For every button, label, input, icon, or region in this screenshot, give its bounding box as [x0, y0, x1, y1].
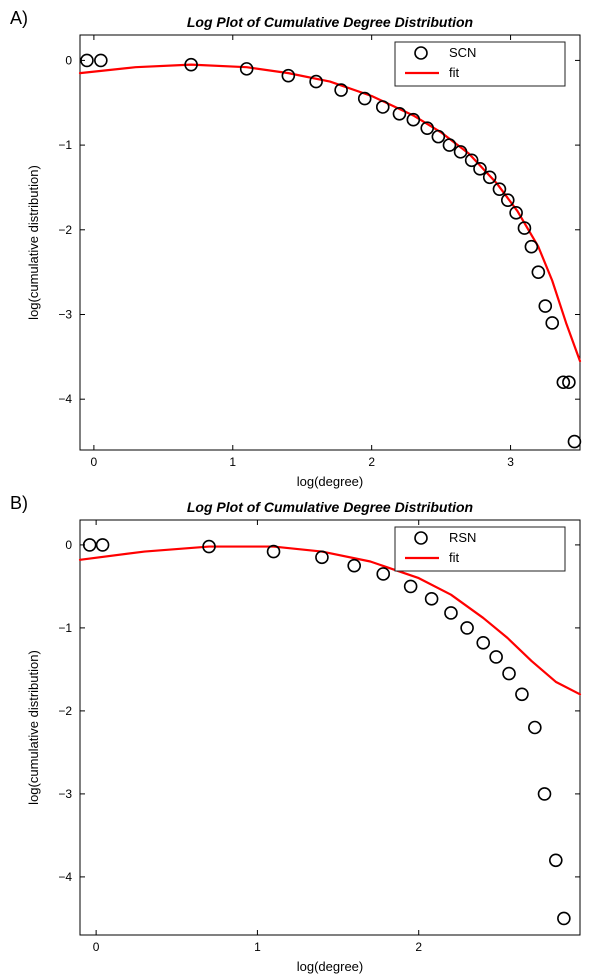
svg-text:0: 0: [93, 940, 100, 954]
svg-text:0: 0: [91, 455, 98, 469]
figure: A) 0123−4−3−2−10Log Plot of Cumulative D…: [0, 0, 603, 951]
svg-text:log(cumulative distribution): log(cumulative distribution): [26, 650, 41, 805]
svg-text:−3: −3: [58, 787, 72, 801]
svg-text:SCN: SCN: [449, 45, 476, 60]
svg-text:log(degree): log(degree): [297, 959, 364, 974]
svg-text:0: 0: [65, 53, 72, 67]
svg-text:−4: −4: [58, 392, 72, 406]
svg-text:2: 2: [415, 940, 422, 954]
svg-text:−3: −3: [58, 307, 72, 321]
svg-text:−1: −1: [58, 621, 72, 635]
svg-text:−1: −1: [58, 138, 72, 152]
svg-text:0: 0: [65, 538, 72, 552]
svg-text:fit: fit: [449, 65, 460, 80]
svg-text:log(degree): log(degree): [297, 474, 364, 489]
svg-text:−4: −4: [58, 870, 72, 884]
svg-text:3: 3: [507, 455, 514, 469]
svg-text:RSN: RSN: [449, 530, 476, 545]
svg-text:Log Plot of Cumulative Degree: Log Plot of Cumulative Degree Distributi…: [187, 499, 473, 515]
svg-text:2: 2: [368, 455, 375, 469]
svg-text:Log Plot of Cumulative Degree: Log Plot of Cumulative Degree Distributi…: [187, 14, 473, 30]
svg-text:log(cumulative distribution): log(cumulative distribution): [26, 165, 41, 320]
chart-panel-a: 0 1 2 3 −4 −3 −2 −1 0 Log Plot of Cumulative Degr…: [0, 10, 603, 495]
svg-text:−2: −2: [58, 223, 72, 237]
svg-text:1: 1: [254, 940, 261, 954]
svg-text:fit: fit: [449, 550, 460, 565]
svg-text:−2: −2: [58, 704, 72, 718]
svg-text:1: 1: [229, 455, 236, 469]
chart-panel-b: 0 1 2 −4 −3 −2 −1 0 Log Plot of Cumulative Degre…: [0, 495, 603, 980]
